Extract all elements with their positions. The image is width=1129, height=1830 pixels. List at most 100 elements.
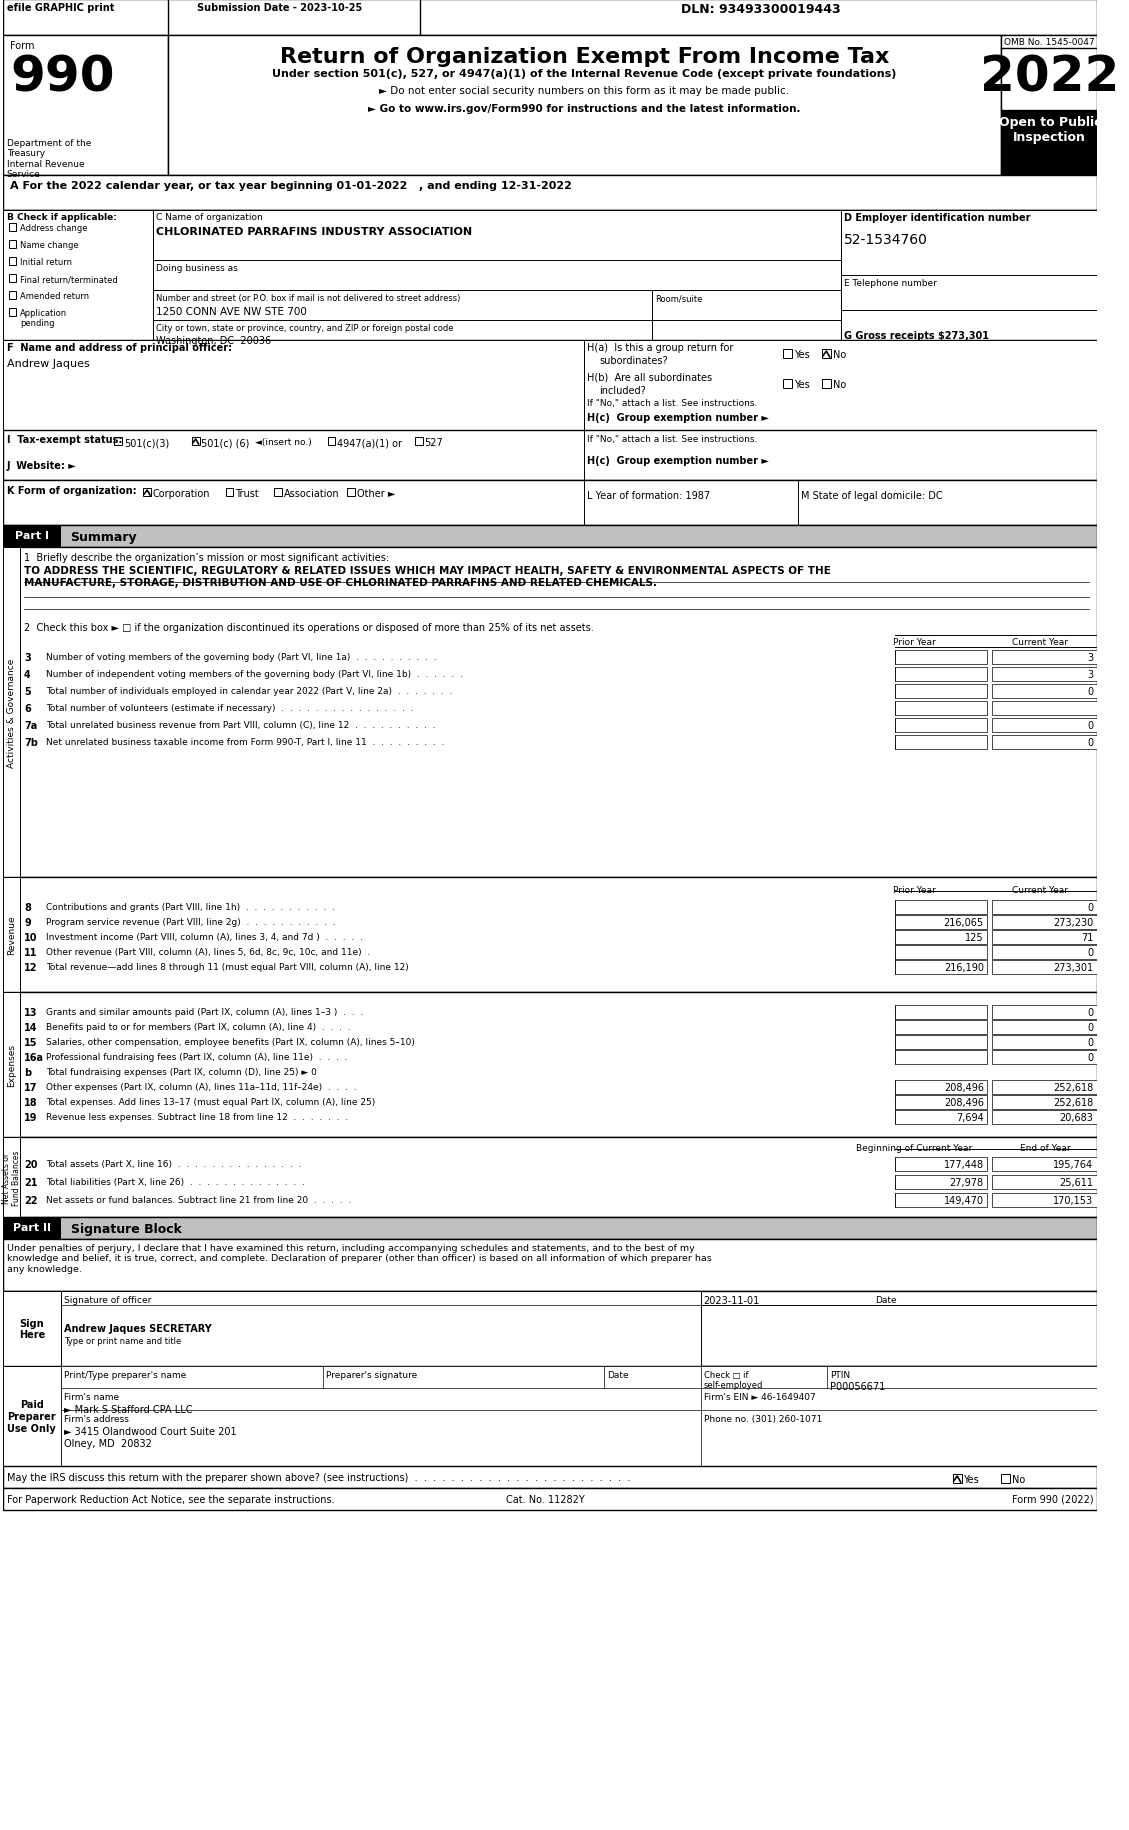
Bar bbox=[894, 900, 987, 915]
Bar bbox=[991, 900, 1097, 915]
Text: efile GRAPHIC print: efile GRAPHIC print bbox=[7, 4, 114, 13]
Bar bbox=[2, 340, 585, 430]
Text: 12: 12 bbox=[24, 963, 37, 972]
Bar bbox=[2, 210, 154, 340]
Text: Form 990 (2022): Form 990 (2022) bbox=[1012, 1493, 1093, 1504]
Text: 149,470: 149,470 bbox=[944, 1195, 983, 1206]
Bar bbox=[953, 1475, 962, 1482]
Bar bbox=[61, 1367, 1097, 1466]
Bar bbox=[894, 1036, 987, 1049]
Bar bbox=[991, 684, 1097, 699]
Text: Date: Date bbox=[606, 1371, 629, 1380]
Text: Current Year: Current Year bbox=[1012, 637, 1068, 646]
Text: included?: included? bbox=[599, 386, 646, 395]
Text: Total revenue—add lines 8 through 11 (must equal Part VIII, column (A), line 12): Total revenue—add lines 8 through 11 (mu… bbox=[46, 963, 409, 972]
Text: H(a)  Is this a group return for: H(a) Is this a group return for bbox=[587, 342, 734, 353]
Text: 170,153: 170,153 bbox=[1053, 1195, 1093, 1206]
Text: Benefits paid to or for members (Part IX, column (A), line 4)  .  .  .  .: Benefits paid to or for members (Part IX… bbox=[46, 1023, 351, 1032]
Text: Return of Organization Exempt From Income Tax: Return of Organization Exempt From Incom… bbox=[280, 48, 890, 68]
Text: 177,448: 177,448 bbox=[944, 1160, 983, 1169]
Text: Amended return: Amended return bbox=[20, 291, 89, 300]
Bar bbox=[2, 1367, 61, 1466]
Text: TO ADDRESS THE SCIENTIFIC, REGULATORY & RELATED ISSUES WHICH MAY IMPACT HEALTH, : TO ADDRESS THE SCIENTIFIC, REGULATORY & … bbox=[24, 565, 831, 587]
Bar bbox=[991, 1036, 1097, 1049]
Bar bbox=[894, 736, 987, 750]
Text: End of Year: End of Year bbox=[1019, 1144, 1070, 1153]
Bar bbox=[2, 176, 1097, 210]
Text: Trust: Trust bbox=[236, 489, 260, 500]
Bar bbox=[2, 1292, 1097, 1367]
Text: 3: 3 bbox=[1087, 670, 1093, 679]
Text: ► Do not enter social security numbers on this form as it may be made public.: ► Do not enter social security numbers o… bbox=[379, 86, 789, 95]
Text: Yes: Yes bbox=[963, 1475, 979, 1484]
Bar bbox=[2, 430, 1097, 481]
Text: Date: Date bbox=[875, 1296, 896, 1305]
Text: 1250 CONN AVE NW STE 700: 1250 CONN AVE NW STE 700 bbox=[156, 307, 307, 317]
Text: No: No bbox=[1012, 1475, 1025, 1484]
Bar bbox=[784, 381, 791, 388]
Bar bbox=[822, 381, 831, 388]
Text: Washington, DC  20036: Washington, DC 20036 bbox=[156, 337, 271, 346]
Bar bbox=[2, 878, 1097, 992]
Bar bbox=[2, 210, 1097, 340]
Text: Total unrelated business revenue from Part VIII, column (C), line 12  .  .  .  .: Total unrelated business revenue from Pa… bbox=[46, 721, 436, 730]
Text: 216,065: 216,065 bbox=[944, 917, 983, 928]
Text: Grants and similar amounts paid (Part IX, column (A), lines 1–3 )  .  .  .: Grants and similar amounts paid (Part IX… bbox=[46, 1008, 364, 1016]
Bar bbox=[585, 340, 1097, 430]
Bar bbox=[991, 1193, 1097, 1208]
Text: 19: 19 bbox=[24, 1113, 37, 1122]
Text: 5: 5 bbox=[24, 686, 30, 697]
Text: 18: 18 bbox=[24, 1098, 37, 1107]
Bar bbox=[2, 481, 1097, 525]
Bar bbox=[991, 1080, 1097, 1094]
Text: Firm's EIN ► 46-1649407: Firm's EIN ► 46-1649407 bbox=[703, 1393, 815, 1402]
Bar bbox=[2, 1239, 1097, 1292]
Text: Salaries, other compensation, employee benefits (Part IX, column (A), lines 5–10: Salaries, other compensation, employee b… bbox=[46, 1038, 415, 1047]
Text: CHLORINATED PARRAFINS INDUSTRY ASSOCIATION: CHLORINATED PARRAFINS INDUSTRY ASSOCIATI… bbox=[156, 227, 472, 236]
Bar bbox=[991, 915, 1097, 930]
Text: 3: 3 bbox=[1087, 653, 1093, 662]
Text: 216,190: 216,190 bbox=[944, 963, 983, 972]
Bar bbox=[894, 946, 987, 959]
Text: Investment income (Part VIII, column (A), lines 3, 4, and 7d )  .  .  .  .  .: Investment income (Part VIII, column (A)… bbox=[46, 933, 364, 941]
Text: Summary: Summary bbox=[71, 531, 138, 544]
Text: If "No," attach a list. See instructions.: If "No," attach a list. See instructions… bbox=[587, 399, 758, 408]
Text: May the IRS discuss this return with the preparer shown above? (see instructions: May the IRS discuss this return with the… bbox=[7, 1471, 630, 1482]
Bar bbox=[226, 489, 234, 496]
Bar bbox=[2, 37, 167, 176]
Text: Department of the
Treasury
Internal Revenue
Service: Department of the Treasury Internal Reve… bbox=[7, 139, 91, 179]
Text: No: No bbox=[832, 381, 846, 390]
Text: Activities & Governance: Activities & Governance bbox=[7, 659, 16, 767]
Text: Total number of individuals employed in calendar year 2022 (Part V, line 2a)  . : Total number of individuals employed in … bbox=[46, 686, 453, 695]
Text: PTIN: PTIN bbox=[830, 1371, 850, 1380]
Text: 27,978: 27,978 bbox=[949, 1177, 983, 1188]
Bar bbox=[991, 1175, 1097, 1190]
Text: ► Mark S Stafford CPA LLC: ► Mark S Stafford CPA LLC bbox=[64, 1404, 192, 1415]
Bar bbox=[1001, 37, 1097, 176]
Bar bbox=[2, 525, 61, 547]
Text: Cat. No. 11282Y: Cat. No. 11282Y bbox=[506, 1493, 585, 1504]
Text: 7b: 7b bbox=[24, 737, 38, 748]
Text: If "No," attach a list. See instructions.: If "No," attach a list. See instructions… bbox=[587, 436, 758, 443]
Text: Part I: Part I bbox=[15, 531, 49, 540]
Text: Revenue: Revenue bbox=[7, 915, 16, 955]
Text: 21: 21 bbox=[24, 1177, 37, 1188]
Bar bbox=[991, 1021, 1097, 1034]
Text: Other expenses (Part IX, column (A), lines 11a–11d, 11f–24e)  .  .  .  .: Other expenses (Part IX, column (A), lin… bbox=[46, 1082, 357, 1091]
Text: 1  Briefly describe the organization’s mission or most significant activities:: 1 Briefly describe the organization’s mi… bbox=[24, 553, 390, 562]
Bar bbox=[894, 1157, 987, 1171]
Text: 11: 11 bbox=[24, 948, 37, 957]
Text: Part II: Part II bbox=[12, 1222, 51, 1232]
Bar bbox=[991, 946, 1097, 959]
Text: Firm's address: Firm's address bbox=[64, 1415, 129, 1424]
Text: Total fundraising expenses (Part IX, column (D), line 25) ► 0: Total fundraising expenses (Part IX, col… bbox=[46, 1067, 317, 1076]
Bar bbox=[822, 350, 831, 359]
Text: ► Go to www.irs.gov/Form990 for instructions and the latest information.: ► Go to www.irs.gov/Form990 for instruct… bbox=[368, 104, 800, 113]
Text: subordinates?: subordinates? bbox=[599, 355, 667, 366]
Bar bbox=[991, 1005, 1097, 1019]
Text: 501(c) (6): 501(c) (6) bbox=[201, 437, 250, 448]
Text: Net assets or fund balances. Subtract line 21 from line 20  .  .  .  .  .: Net assets or fund balances. Subtract li… bbox=[46, 1195, 351, 1204]
Bar bbox=[9, 274, 16, 284]
Bar bbox=[274, 489, 282, 496]
Bar bbox=[991, 961, 1097, 974]
